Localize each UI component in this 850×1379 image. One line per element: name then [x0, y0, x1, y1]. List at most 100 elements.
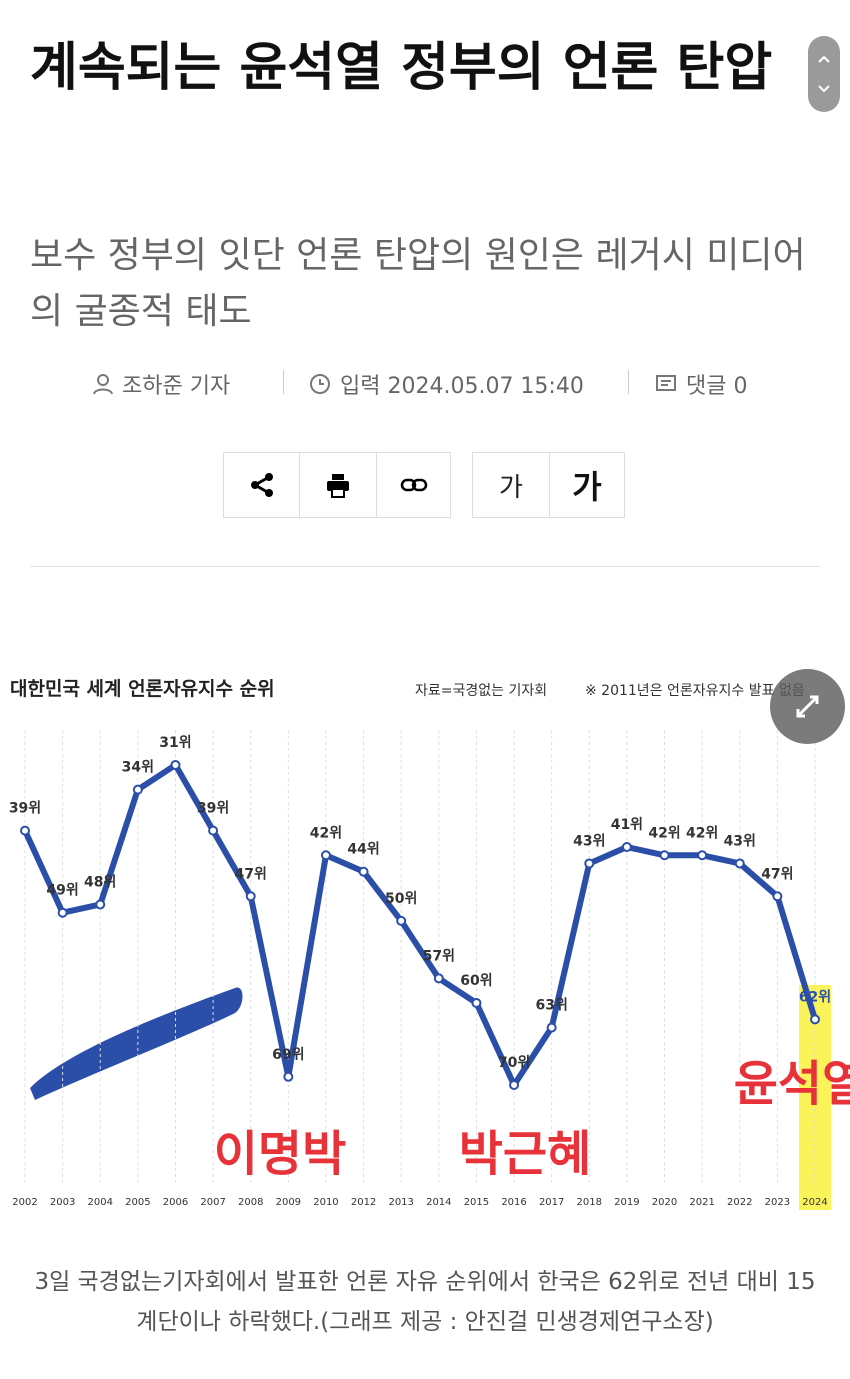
link-button[interactable] [376, 452, 451, 518]
annotation: 윤석열 [734, 1056, 850, 1112]
share-icon [250, 473, 273, 497]
value-label: 60위 [460, 973, 492, 989]
point [396, 915, 407, 926]
value-label: 49위 [46, 883, 78, 899]
font-smaller[interactable]: 가 [472, 452, 550, 518]
x-tick-label: 2012 [351, 1197, 376, 1208]
value-label: 70위 [498, 1055, 530, 1071]
x-tick-label: 2010 [313, 1197, 338, 1208]
value-label: 48위 [84, 874, 116, 890]
x-tick-label: 2021 [689, 1197, 714, 1208]
point [433, 973, 444, 984]
clock-icon [310, 374, 330, 394]
value-label: 47위 [761, 866, 793, 882]
point [772, 891, 783, 902]
caption: 3일 국경없는기자회에서 발표한 언론 자유 순위에서 한국은 62위로 전년 … [34, 1269, 816, 1335]
print-button[interactable] [299, 452, 377, 518]
annotation: 이명박 [214, 1126, 346, 1182]
point [358, 866, 369, 877]
pen-illustration [30, 987, 243, 1100]
published: 입력 2024.05.07 15:40 [340, 374, 584, 399]
point [810, 1014, 820, 1025]
value-label: 42위 [686, 825, 718, 841]
divider [283, 370, 284, 394]
value-label: 39위 [197, 801, 229, 817]
point [245, 891, 256, 902]
point [320, 850, 331, 861]
value-label: 43위 [724, 833, 756, 849]
author-icon [93, 374, 113, 395]
headline: 계속되는 윤석열 정부의 언론 탄압 [30, 38, 773, 98]
share-button[interactable] [223, 452, 300, 518]
x-tick-label: 2003 [50, 1197, 75, 1208]
author: 조하준 기자 [122, 374, 231, 399]
value-label: 42위 [648, 825, 680, 841]
value-label: 41위 [611, 817, 643, 833]
x-tick-label: 2008 [238, 1197, 263, 1208]
value-label: 62위 [799, 989, 831, 1005]
x-tick-label: 2016 [501, 1197, 526, 1208]
point [584, 858, 595, 869]
point [546, 1022, 557, 1033]
x-tick-label: 2020 [652, 1197, 677, 1208]
x-tick-label: 2014 [426, 1197, 451, 1208]
subtitle: 보수 정부의 잇단 언론 탄압의 원인은 레거시 미디어의 굴종적 태도 [30, 235, 806, 332]
value-label: 63위 [535, 998, 567, 1014]
x-tick-label: 2005 [125, 1197, 150, 1208]
x-tick-label: 2013 [388, 1197, 413, 1208]
value-label: 43위 [573, 833, 605, 849]
x-tick-label: 2015 [464, 1197, 489, 1208]
value-label: 31위 [159, 735, 191, 751]
x-tick-label: 2019 [614, 1197, 639, 1208]
comments[interactable]: 댓글 0 [686, 374, 748, 399]
x-tick-label: 2002 [12, 1197, 37, 1208]
x-tick-label: 2006 [163, 1197, 188, 1208]
print-icon [327, 474, 349, 498]
point [170, 760, 181, 770]
point [659, 850, 670, 861]
point [621, 842, 632, 853]
point [734, 858, 745, 869]
chart-source: 자료=국경없는 기자회 [415, 683, 547, 699]
point [283, 1071, 294, 1082]
value-label: 47위 [235, 866, 267, 882]
x-tick-label: 2023 [765, 1197, 790, 1208]
point [95, 899, 106, 910]
font-larger[interactable]: 가 [549, 452, 625, 518]
point [132, 784, 143, 795]
value-label: 42위 [310, 825, 342, 841]
expand-icon [796, 695, 819, 718]
x-tick-label: 2018 [577, 1197, 602, 1208]
separator [30, 566, 820, 567]
value-label: 44위 [347, 842, 379, 858]
rank-line [22, 762, 818, 1088]
comment-icon [656, 375, 676, 391]
divider [628, 370, 629, 394]
annotation: 박근혜 [459, 1126, 591, 1182]
chart-background [0, 640, 850, 1230]
scroll-control[interactable] [808, 36, 840, 112]
point [20, 825, 30, 836]
chart-note: ※ 2011년은 언론자유지수 발표 없음 [585, 683, 805, 699]
x-tick-label: 2004 [88, 1197, 113, 1208]
point [471, 997, 482, 1008]
link-icon [400, 478, 427, 492]
chart-title: 대한민국 세계 언론자유지수 순위 [10, 678, 275, 700]
value-label: 69위 [272, 1047, 304, 1063]
value-label: 50위 [385, 891, 417, 907]
chart-image: 대한민국 세계 언론자유지수 순위 자료=국경없는 기자회 ※ 2011년은 언론자… [0, 640, 850, 1230]
expand-button[interactable] [770, 669, 845, 744]
scroll-arrows [818, 55, 830, 93]
value-label: 39위 [9, 801, 41, 817]
point [697, 850, 708, 861]
x-tick-label: 2009 [276, 1197, 301, 1208]
point [208, 825, 219, 836]
x-tick-label: 2007 [200, 1197, 225, 1208]
value-label: 34위 [122, 760, 154, 776]
x-tick-label: 2022 [727, 1197, 752, 1208]
x-tick-label: 2017 [539, 1197, 564, 1208]
x-tick-label: 2024 [802, 1197, 827, 1208]
value-label: 57위 [423, 948, 455, 964]
